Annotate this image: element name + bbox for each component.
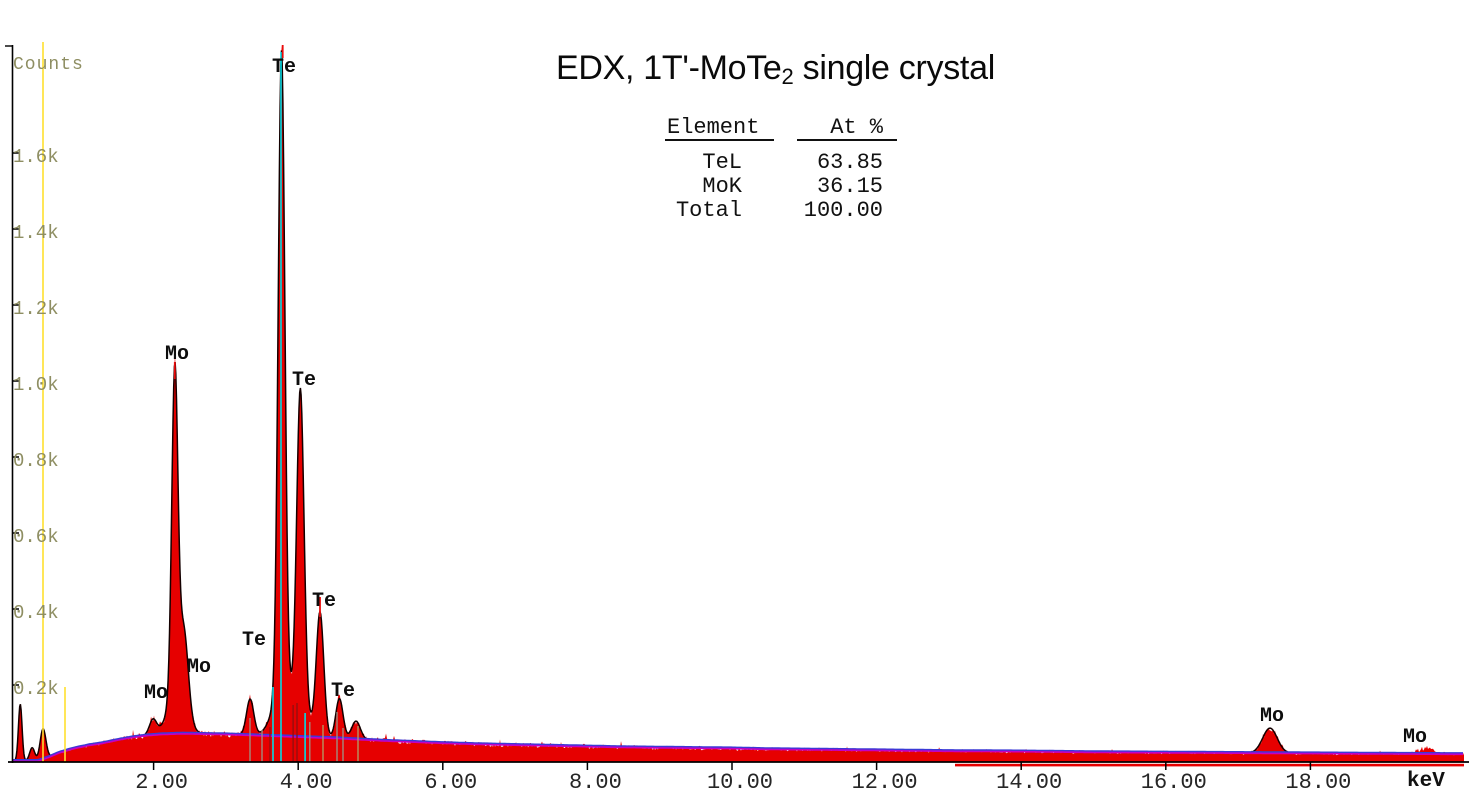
peak-element-label: Te [292, 369, 317, 392]
table-header-element: Element [667, 115, 760, 140]
y-tick-label: 1.6k [13, 146, 59, 168]
x-tick-label: 6.00 [424, 770, 478, 795]
x-tick-label: 2.00 [135, 770, 188, 795]
y-tick-label: 0.6k [13, 526, 59, 548]
table-header-atpct: At % [830, 115, 883, 140]
x-tick-label: 8.00 [568, 770, 622, 795]
x-tick-label: 4.00 [279, 770, 333, 795]
y-tick-label: 0.8k [13, 450, 59, 472]
y-tick-label: 1.4k [13, 222, 59, 244]
table-cell-atpct: 100.00 [803, 198, 883, 223]
background-fit-line-magenta [13, 732, 1463, 762]
peak-element-label: Mo [165, 343, 190, 366]
title-subscript: 2 [781, 64, 794, 89]
table-cell-element: MoK [702, 174, 742, 199]
peak-element-label: Te [331, 680, 356, 703]
y-tick-label: 1.0k [13, 374, 59, 396]
x-tick-label: 16.00 [1140, 770, 1207, 795]
peak-element-label: Mo [187, 656, 212, 679]
table-header-underline [665, 139, 774, 141]
x-tick-label: 14.00 [996, 770, 1063, 795]
table-cell-atpct: 63.85 [816, 150, 883, 175]
peak-element-label: Mo [1260, 705, 1285, 728]
y-tick-label: 0.2k [13, 678, 59, 700]
peak-element-label: Mo [1403, 726, 1428, 749]
title-tail: single crystal [793, 49, 996, 87]
x-tick-label: 10.00 [706, 770, 773, 795]
table-cell-element: Total [675, 198, 742, 223]
x-tick-label: 18.00 [1285, 770, 1352, 795]
title-main: EDX, 1T'-MoTe [556, 49, 782, 87]
peak-element-label: Te [272, 56, 297, 79]
chart-title: EDX, 1T'-MoTe2 single crystal [556, 49, 996, 89]
y-axis-title: Counts [13, 55, 84, 75]
x-tick-label: 12.00 [851, 770, 918, 795]
under-axis-red-strip [955, 763, 1464, 767]
y-tick-label: 0.4k [13, 602, 59, 624]
y-tick-label: 1.2k [13, 298, 59, 320]
background-fit-line-blue [13, 731, 1463, 761]
peak-element-label: Mo [144, 682, 169, 705]
x-axis-unit-label: keV [1407, 770, 1445, 793]
peak-element-label: Te [312, 590, 337, 613]
table-cell-atpct: 36.15 [816, 174, 883, 199]
table-header-underline [797, 139, 897, 141]
peak-element-label: Te [242, 629, 267, 652]
table-cell-element: TeL [702, 150, 742, 175]
fit-curve [102, 50, 393, 744]
